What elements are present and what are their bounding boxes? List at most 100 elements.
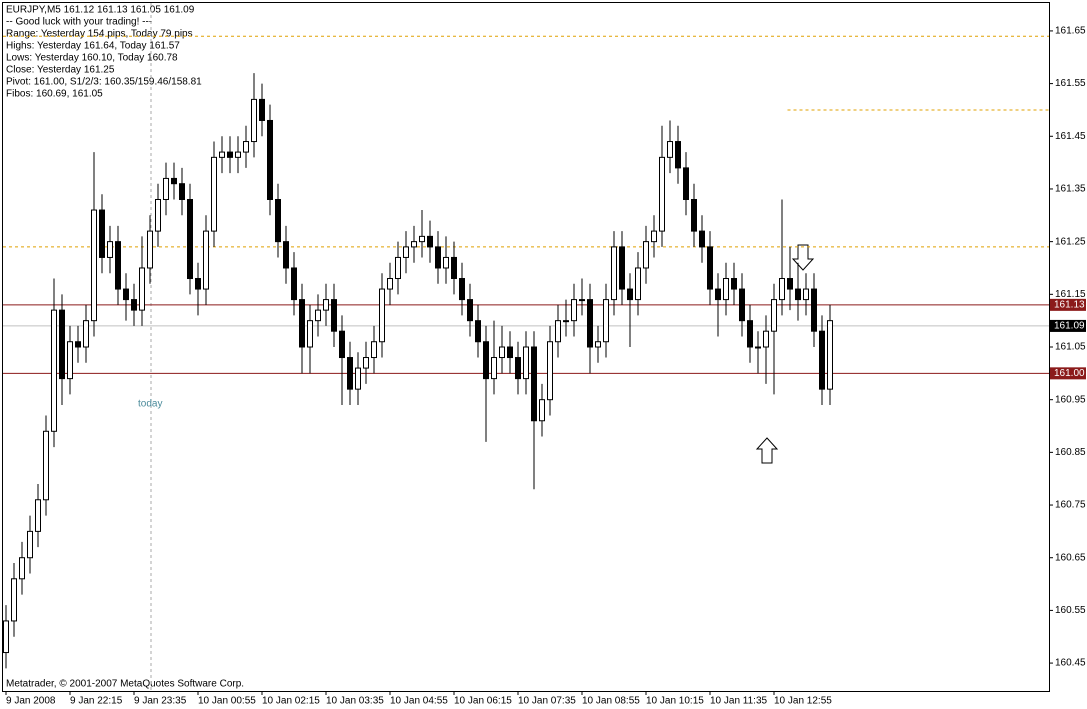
- candle-body: [11, 578, 17, 622]
- candle-body: [75, 341, 81, 348]
- candle-body: [763, 330, 769, 348]
- candle-body: [379, 288, 385, 343]
- candle-body: [91, 209, 97, 322]
- candle-body: [123, 288, 129, 301]
- candle-body: [803, 288, 809, 301]
- candle-body: [475, 320, 481, 343]
- candle-body: [571, 299, 577, 322]
- candle-body: [491, 357, 497, 380]
- candle-body: [651, 230, 657, 243]
- candle-body: [819, 330, 825, 390]
- candle-body: [347, 357, 353, 390]
- candle-body: [139, 267, 145, 311]
- candle-body: [163, 177, 169, 200]
- candle-body: [291, 267, 297, 301]
- candle-body: [259, 98, 265, 121]
- candle-body: [171, 177, 177, 185]
- candle-body: [203, 230, 209, 290]
- candle-body: [59, 309, 65, 380]
- candle-body: [435, 246, 441, 269]
- y-tick-label: 161.35: [1055, 184, 1086, 195]
- candle-body: [283, 241, 289, 269]
- candle-body: [3, 620, 9, 654]
- candle-body: [827, 320, 833, 390]
- candle-body: [443, 256, 449, 269]
- candle-body: [35, 499, 41, 532]
- candle-body: [67, 341, 73, 380]
- level-tag-label: 161.00: [1054, 368, 1085, 379]
- info-line: Close: Yesterday 161.25: [6, 65, 115, 76]
- candle-body: [235, 151, 241, 158]
- candle-body: [675, 141, 681, 169]
- candle-body: [179, 183, 185, 200]
- x-tick-label: 10 Jan 11:35: [710, 696, 768, 707]
- candle-body: [579, 299, 585, 302]
- candle-body: [51, 309, 57, 432]
- candle-body: [43, 430, 49, 501]
- y-tick-label: 160.55: [1055, 605, 1086, 616]
- candle-body: [595, 341, 601, 348]
- candle-body: [659, 156, 665, 232]
- candle-body: [627, 288, 633, 301]
- candle-body: [83, 320, 89, 348]
- x-tick-label: 10 Jan 02:15: [262, 696, 320, 707]
- info-line: -- Good luck with your trading! ---: [6, 17, 152, 28]
- candle-body: [427, 235, 433, 248]
- today-label: today: [138, 399, 162, 410]
- info-line: Range: Yesterday 154 pips, Today 79 pips: [6, 29, 193, 40]
- level-tag: [1050, 367, 1086, 380]
- candle-body: [419, 235, 425, 243]
- x-tick-label: 10 Jan 12:55: [774, 696, 832, 707]
- info-line: Lows: Yesterday 160.10, Today 160.78: [6, 53, 178, 64]
- candle-body: [811, 288, 817, 332]
- candle-body: [131, 299, 137, 311]
- info-panel: EURJPY,M5 161.12 161.13 161.05 161.09 --…: [6, 5, 202, 100]
- buy-arrow: [755, 437, 779, 464]
- candle-body: [707, 246, 713, 290]
- y-tick-label: 161.55: [1055, 78, 1086, 89]
- level-tag: [1050, 298, 1086, 311]
- candle-body: [299, 299, 305, 348]
- candle-body: [603, 299, 609, 343]
- candle-body: [523, 346, 529, 380]
- candle-body: [739, 288, 745, 322]
- x-tick-label: 10 Jan 04:55: [390, 696, 448, 707]
- y-tick-label: 160.65: [1055, 552, 1086, 563]
- candle-body: [691, 198, 697, 232]
- candle-body: [779, 278, 785, 301]
- candle-body: [339, 330, 345, 359]
- level-tag-label: 161.09: [1054, 321, 1085, 332]
- candle-body: [723, 278, 729, 301]
- x-tick-label: 10 Jan 03:35: [326, 696, 384, 707]
- candle-body: [251, 98, 257, 143]
- y-tick-label: 160.85: [1055, 447, 1086, 458]
- candle-body: [355, 367, 361, 390]
- info-line: Fibos: 160.69, 161.05: [6, 89, 103, 100]
- candle-body: [307, 320, 313, 348]
- candle-body: [27, 530, 33, 559]
- x-tick-label: 10 Jan 08:55: [582, 696, 640, 707]
- candle-body: [467, 299, 473, 322]
- y-tick-label: 160.95: [1055, 394, 1086, 405]
- x-tick-label: 10 Jan 10:15: [646, 696, 704, 707]
- x-tick-label: 10 Jan 00:55: [198, 696, 256, 707]
- candle-body: [755, 346, 761, 349]
- level-tag: [1050, 319, 1086, 332]
- candle-body: [459, 278, 465, 301]
- candle-body: [547, 341, 553, 401]
- candle-body: [227, 151, 233, 158]
- candle-body: [483, 341, 489, 380]
- x-tick-label: 10 Jan 07:35: [518, 696, 576, 707]
- y-tick-label: 160.45: [1055, 658, 1086, 669]
- candle-body: [667, 141, 673, 158]
- candle-body: [331, 299, 337, 332]
- candle-body: [555, 320, 561, 343]
- candle-body: [563, 320, 569, 323]
- candle-body: [635, 267, 641, 301]
- chart-title: EURJPY,M5 161.12 161.13 161.05 161.09: [6, 5, 195, 16]
- candle-body: [147, 230, 153, 269]
- x-tick-label: 9 Jan 22:15: [70, 696, 123, 707]
- x-tick-label: 9 Jan 23:35: [134, 696, 187, 707]
- candle-body: [451, 256, 457, 280]
